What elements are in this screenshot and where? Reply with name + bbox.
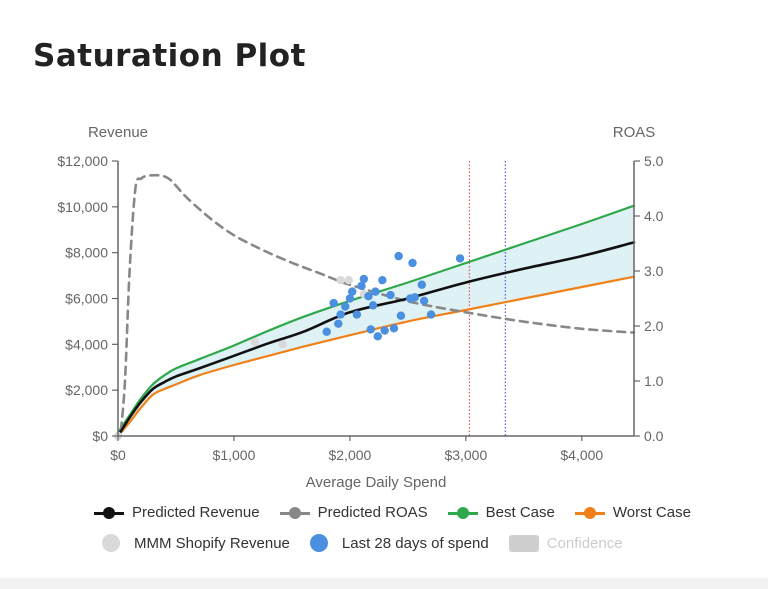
point-last-28-days-of-spend [380,326,389,335]
legend-label: Worst Case [612,504,691,521]
point-last-28-days-of-spend [389,324,399,333]
point-last-28-days-of-spend [386,290,395,300]
point-last-28-days-of-spend [455,254,465,263]
y-left-tick-label: $8,000 [65,245,108,261]
y-left-tick-label: $2,000 [65,382,108,398]
point-last-28-days-of-spend [368,301,378,310]
point-last-28-days-of-spend [366,325,375,334]
x-axis-title: Average Daily Spend [306,474,447,491]
y-left-tick-label: $10,000 [57,199,108,215]
point-last-28-days-of-spend [396,311,406,320]
y-left-tick-label: $0 [92,428,108,444]
y-left-tick-label: $6,000 [65,291,108,307]
point-last-28-days-of-spend [336,310,345,319]
legend-line-swatch [447,506,478,520]
point-last-28-days-of-spend [334,319,343,328]
legend-label: Last 28 days of spend [341,534,489,552]
x-tick-label: $0 [110,447,126,463]
legend-label: MMM Shopify Revenue [134,534,290,552]
y-right-tick-label: 2.0 [644,318,664,334]
reference-lines [468,161,506,436]
x-tick-label: $4,000 [560,447,603,463]
point-last-28-days-of-spend [408,258,417,268]
point-last-28-days-of-spend [348,287,357,296]
legend-item-confidence[interactable]: Confidence [508,534,623,552]
legend-row-lines: Predicted Revenue Predicted ROAS Best Case… [94,504,711,521]
point-last-28-days-of-spend [426,310,436,319]
point-last-28-days-of-spend [359,274,369,284]
point-mmm-shopify-revenue [344,275,353,285]
saturation-chart: $0 $2,000 $4,000 $6,000 $8,000 $10,000 $12,000… [57,124,663,491]
legend-item-mmm-shopify-revenue[interactable]: MMM Shopify Revenue [102,534,290,552]
y-right-tick-label: 5.0 [644,153,664,169]
legend-rect-swatch [508,534,539,552]
x-tick-label: $1,000 [213,447,256,463]
y-right-tick-label: 3.0 [644,263,664,279]
series-layer [116,173,636,438]
point-last-28-days-of-spend [329,298,338,308]
point-last-28-days-of-spend [364,292,373,301]
page-title: Saturation Plot [33,38,306,74]
y-right-tick-label: 0.0 [644,428,664,444]
legend-line-swatch [574,506,605,520]
y-axis-left-title: Revenue [88,124,148,141]
series-worst-case [116,275,636,438]
series-predicted-revenue [116,241,636,438]
legend-item-best-case[interactable]: Best Case [447,504,555,521]
point-mmm-shopify-revenue [278,340,287,349]
legend-circle-swatch [309,534,328,552]
legend-item-last-28-days-of-spend[interactable]: Last 28 days of spend [309,534,489,552]
point-last-28-days-of-spend [322,327,331,336]
legend-label: Predicted Revenue [132,504,260,521]
legend-line-swatch [94,506,124,520]
series-best-case [116,204,636,434]
series-predicted-roas [119,173,636,432]
legend-item-predicted-revenue[interactable]: Predicted Revenue [94,504,260,521]
x-tick-label: $3,000 [444,447,487,463]
legend-item-worst-case[interactable]: Worst Case [574,504,691,521]
point-mmm-shopify-revenue [336,275,345,285]
legend-label: Predicted ROAS [317,504,428,521]
point-last-28-days-of-spend [373,332,382,341]
bottom-scroll-strip [0,578,768,589]
point-last-28-days-of-spend [352,310,362,319]
point-last-28-days-of-spend [357,281,366,291]
scatter-layer [113,251,465,441]
point-last-28-days-of-spend [394,251,403,261]
point-last-28-days-of-spend [371,287,380,296]
point-last-28-days-of-spend [419,296,429,305]
legend-circle-swatch [102,534,120,552]
axes-layer: $0 $2,000 $4,000 $6,000 $8,000 $10,000 $12,000… [57,153,663,463]
y-right-tick-label: 4.0 [644,208,664,224]
legend-item-predicted-roas[interactable]: Predicted ROAS [279,504,428,521]
x-tick-label: $2,000 [328,447,371,463]
y-left-tick-label: $12,000 [57,153,108,169]
legend-label: Confidence [546,534,623,552]
legend-line-swatch [279,506,310,520]
legend-row-markers: MMM Shopify Revenue Last 28 days of spend… [102,534,643,552]
y-left-tick-label: $4,000 [65,336,108,352]
point-mmm-shopify-revenue [250,337,260,347]
confidence-band [118,205,634,436]
point-last-28-days-of-spend [410,293,420,302]
point-last-28-days-of-spend [417,280,427,289]
point-last-28-days-of-spend [345,294,355,303]
legend-label: Best Case [485,504,555,521]
point-last-28-days-of-spend [378,275,387,285]
y-axis-right-title: ROAS [613,124,656,141]
y-right-tick-label: 1.0 [644,373,664,389]
point-last-28-days-of-spend [341,302,350,311]
